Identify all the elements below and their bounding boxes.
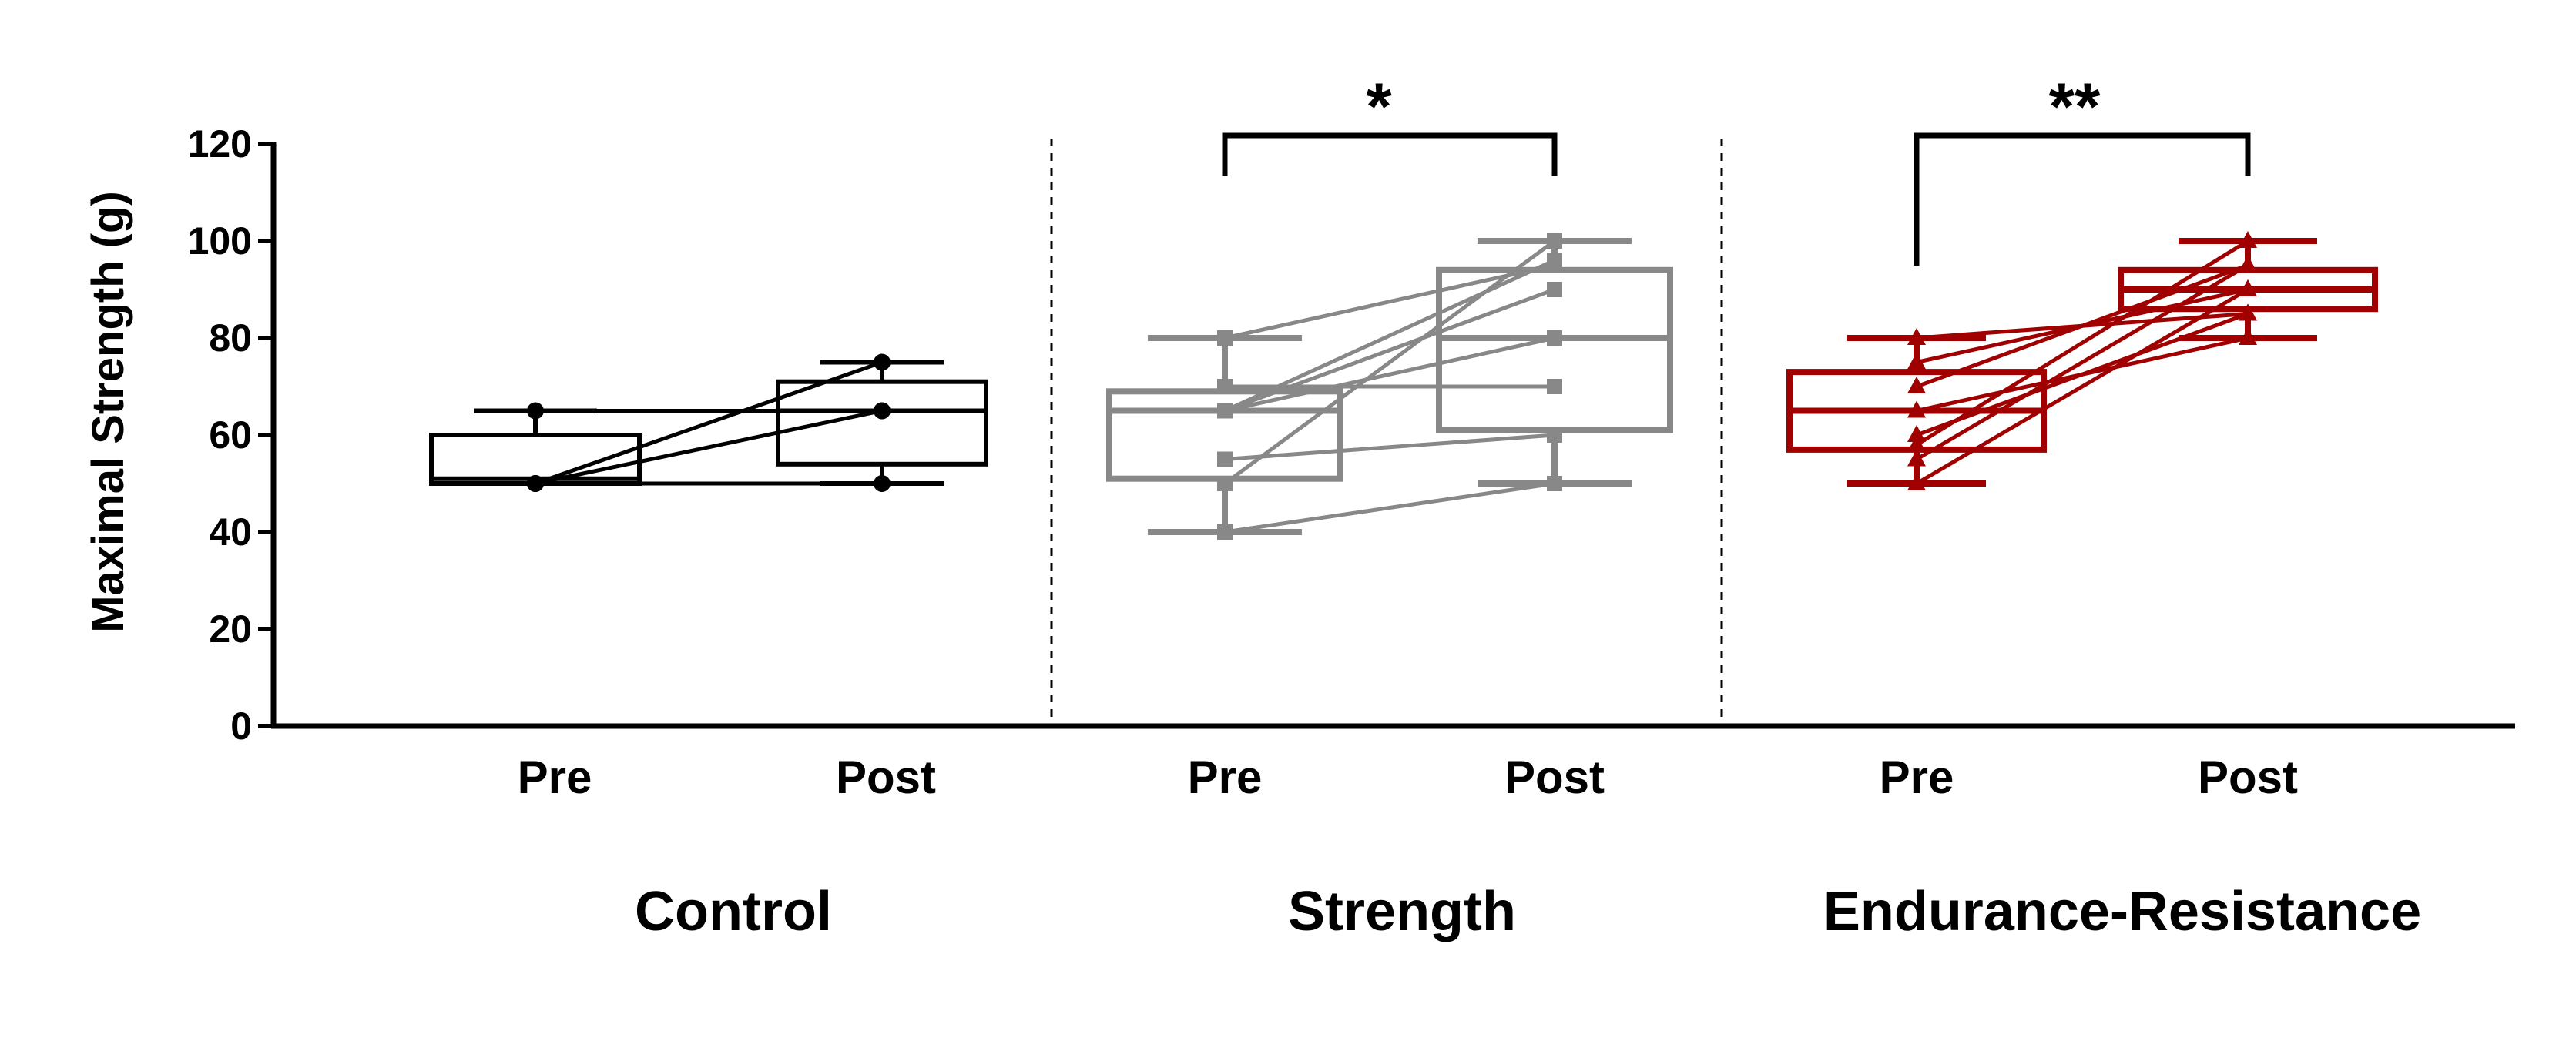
group-label-control: Control <box>635 881 832 942</box>
y-ticks <box>258 142 273 728</box>
group-strength <box>1106 132 1673 540</box>
group-control <box>429 353 988 492</box>
subject-line <box>1223 239 1556 486</box>
box-pre <box>1106 335 1343 535</box>
significance-bracket <box>1914 132 2251 266</box>
significance-mark-strength: * <box>1366 70 1392 144</box>
subject-point <box>1547 330 1562 346</box>
significance-mark-endurance: ** <box>2049 70 2101 144</box>
subject-point <box>2239 328 2257 345</box>
subject-point <box>1547 257 1562 273</box>
subject-line <box>535 409 883 486</box>
y-tick-label: 80 <box>209 316 252 360</box>
box-post <box>1436 238 1673 487</box>
subject-point <box>1907 352 1926 370</box>
chart-groups <box>429 132 2378 540</box>
subject-point <box>1217 379 1233 394</box>
subject-line <box>1224 287 1555 413</box>
subject-point <box>874 475 891 492</box>
condition-label-control-pre: Pre <box>518 751 592 803</box>
box-iqr <box>776 379 988 467</box>
subject-point <box>874 402 891 420</box>
subject-point <box>1217 476 1233 491</box>
y-tick-label: 60 <box>209 413 252 457</box>
subject-line <box>1224 481 1555 534</box>
subject-line <box>1224 263 1555 340</box>
condition-label-control-post: Post <box>836 751 936 803</box>
group-label-endurance-resistance: Endurance-Resistance <box>1823 881 2421 942</box>
subject-point <box>1547 233 1562 249</box>
subject-point <box>1907 449 1926 467</box>
y-tick-label: 0 <box>230 705 252 748</box>
subject-point <box>874 353 891 371</box>
subject-point <box>2239 279 2257 296</box>
subject-point <box>1547 476 1562 491</box>
subject-point <box>1907 328 1926 345</box>
subject-line <box>1224 336 1555 413</box>
y-tick-label: 40 <box>209 510 252 554</box>
subject-line <box>1916 312 2249 340</box>
y-axis-label: Maximal Strength (g) <box>83 191 133 633</box>
subject-point <box>2239 231 2257 248</box>
subject-point <box>1217 524 1233 540</box>
subject-point <box>1907 434 1926 452</box>
condition-label-endurance-pre: Pre <box>1880 751 1954 803</box>
subject-line <box>1916 336 2249 413</box>
y-tick-labels: 0 20 40 60 80 100 120 <box>188 122 252 748</box>
subject-point <box>2239 303 2257 321</box>
y-tick-label: 120 <box>188 122 252 166</box>
subject-line <box>535 360 883 486</box>
subject-line <box>1915 263 2249 461</box>
subject-point <box>527 475 544 492</box>
box-post <box>776 360 988 486</box>
subject-point <box>1907 474 1926 490</box>
subject-point <box>1217 330 1233 346</box>
subject-point <box>2239 255 2257 273</box>
subject-line <box>1915 287 2249 486</box>
y-tick-label: 20 <box>209 608 252 651</box>
condition-label-strength-post: Post <box>1504 751 1605 803</box>
subject-point <box>1217 403 1233 419</box>
box-pre <box>429 408 642 486</box>
subject-point <box>1217 451 1233 467</box>
condition-label-endurance-post: Post <box>2198 751 2298 803</box>
subject-point <box>1547 282 1562 297</box>
subject-point <box>1547 379 1562 394</box>
subject-point <box>1547 427 1562 443</box>
significance-bracket <box>1222 132 1558 176</box>
subject-point <box>1907 425 1926 442</box>
subject-line <box>1915 239 2249 447</box>
subject-point <box>1907 377 1926 393</box>
subject-line <box>1224 433 1555 461</box>
condition-label-strength-pre: Pre <box>1188 751 1263 803</box>
subject-point <box>527 402 544 420</box>
y-tick-label: 100 <box>188 219 252 263</box>
group-label-strength: Strength <box>1288 881 1516 942</box>
subject-point <box>1907 400 1926 418</box>
group-endurance-resistance <box>1786 132 2378 490</box>
